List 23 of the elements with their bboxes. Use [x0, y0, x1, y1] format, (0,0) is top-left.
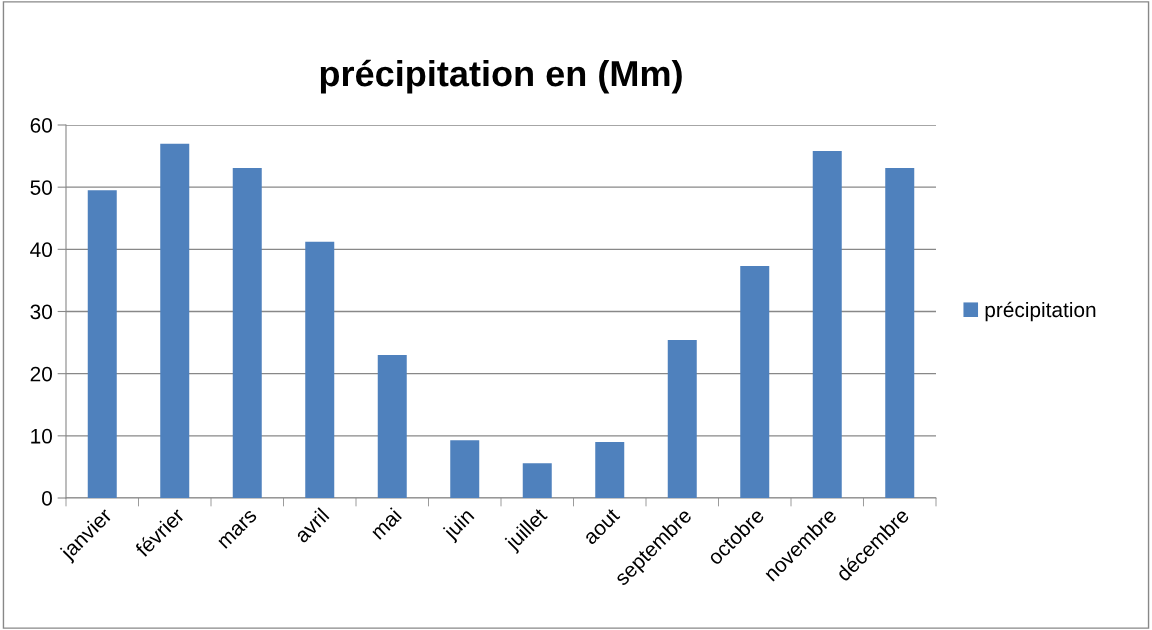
bar: [595, 442, 625, 498]
bar: [450, 440, 480, 498]
y-tick-label: 30: [30, 304, 52, 320]
bar: [305, 241, 335, 498]
chart-title: précipitation en (Mm): [320, 59, 682, 94]
bar: [522, 463, 552, 498]
bar: [377, 355, 407, 498]
y-tick-label: 50: [30, 180, 52, 195]
bar: [885, 167, 915, 498]
bar: [812, 151, 842, 498]
legend-label: précipitation: [985, 301, 1096, 322]
x-tick-label: juin: [441, 507, 478, 544]
y-tick-label: 40: [30, 242, 52, 258]
bar: [667, 340, 697, 498]
y-tick-label: 10: [31, 428, 52, 444]
x-tick-label: mai: [369, 507, 403, 540]
y-tick-label: 60: [30, 118, 52, 133]
y-tick-label: 20: [30, 366, 52, 382]
bar: [232, 167, 262, 498]
y-tick-label: 0: [42, 491, 52, 506]
bar: [87, 190, 117, 498]
bar: [160, 143, 190, 498]
bar: [740, 266, 770, 498]
